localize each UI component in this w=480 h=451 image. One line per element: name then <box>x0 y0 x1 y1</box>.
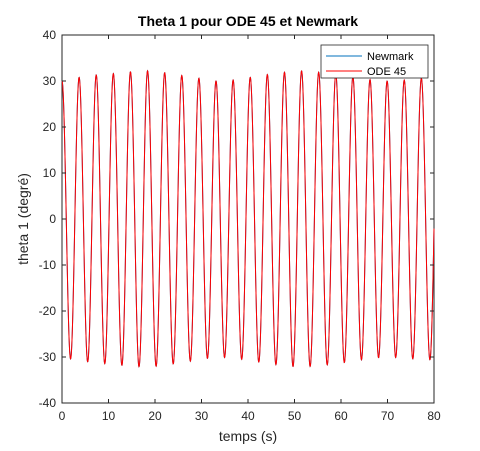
plot-area: 0 10 20 30 40 50 60 70 80 -40 -30 -20 -10 0 10 20 30 40 <box>39 28 441 423</box>
legend-label-ode45: ODE 45 <box>367 66 406 78</box>
y-tick-label: -30 <box>39 350 57 364</box>
series-line-ode45 <box>61 69 435 368</box>
y-tick-label: 40 <box>43 28 57 42</box>
x-tick-label: 60 <box>334 409 348 423</box>
legend-label-newmark: Newmark <box>367 51 414 63</box>
y-axis-label: theta 1 (degré) <box>15 173 31 265</box>
chart-title: Theta 1 pour ODE 45 et Newmark <box>138 13 358 29</box>
x-tick-label: 50 <box>288 409 302 423</box>
tick-layer: 0 10 20 30 40 50 60 70 80 -40 -30 -20 -10 0 10 20 30 40 <box>39 28 441 423</box>
y-tick-label: 30 <box>43 74 57 88</box>
x-tick-label: 0 <box>59 409 66 423</box>
x-tick-label: 30 <box>195 409 209 423</box>
x-axis-label: temps (s) <box>219 428 277 444</box>
y-tick-label: 0 <box>49 212 56 226</box>
x-tick-label: 40 <box>241 409 255 423</box>
legend: Newmark ODE 45 <box>320 44 429 79</box>
x-tick-label: 10 <box>102 409 116 423</box>
y-tick-label: -20 <box>39 304 57 318</box>
series-layer <box>61 69 435 368</box>
x-tick-label: 70 <box>381 409 395 423</box>
y-tick-label: 20 <box>43 120 57 134</box>
legend-box <box>320 44 429 79</box>
x-tick-label: 80 <box>427 409 441 423</box>
x-tick-label: 20 <box>148 409 162 423</box>
y-tick-label: -40 <box>39 396 57 410</box>
axes-box <box>61 34 435 404</box>
y-tick-label: 10 <box>43 166 57 180</box>
y-tick-label: -10 <box>39 258 57 272</box>
